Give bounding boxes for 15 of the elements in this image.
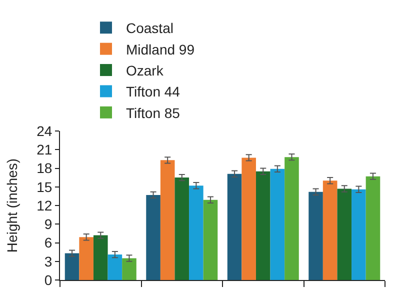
y-tick-label: 3 <box>44 253 52 270</box>
y-tick-label: 12 <box>36 197 52 214</box>
y-tick-label: 18 <box>36 160 52 176</box>
legend-label: Midland 99 <box>126 41 195 58</box>
y-tick-label: 24 <box>36 122 52 139</box>
legend-label: Tifton 44 <box>126 84 180 100</box>
y-axis-title: Height (inches) <box>4 158 20 253</box>
legend-label: Coastal <box>126 20 174 36</box>
y-tick-label: 15 <box>36 178 52 195</box>
y-tick-label: 0 <box>44 272 52 288</box>
legend-label: Tifton 85 <box>126 104 180 121</box>
y-tick-label: 9 <box>44 216 52 232</box>
y-tick-label: 6 <box>44 234 52 251</box>
y-tick-label: 21 <box>36 142 52 158</box>
legend-label: Ozark <box>126 62 164 78</box>
